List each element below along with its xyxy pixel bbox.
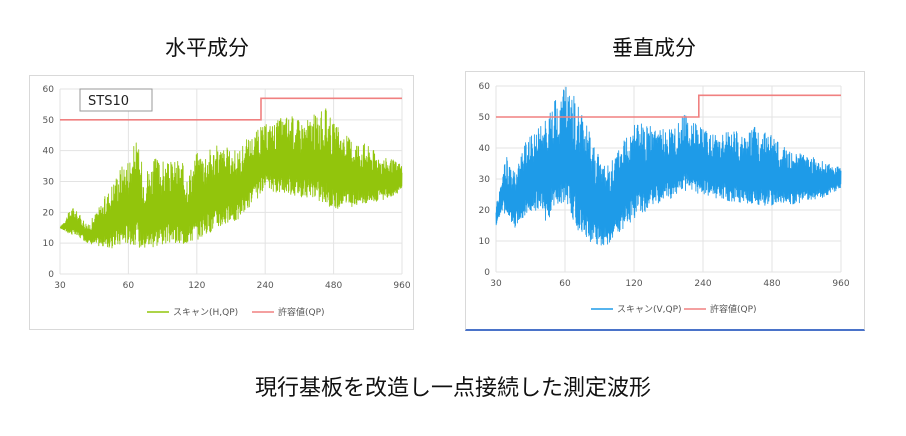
chart-horizontal: 0 10 20 30 40 50 60 30 60 120 240 480 960 STS10 スキャン(H… <box>43 85 411 318</box>
y-tick-label: 60 <box>43 85 55 95</box>
x-tick-label: 960 <box>832 279 849 289</box>
x-tick-label: 240 <box>694 279 711 289</box>
y-tick-label: 40 <box>43 147 55 157</box>
legend-label-limit: 許容値(QP) <box>278 306 325 318</box>
scan-series-line <box>59 108 403 249</box>
heading-horizontal: 水平成分 <box>165 36 249 60</box>
label-box-text: STS10 <box>88 94 129 109</box>
x-tick-label: 30 <box>54 281 66 291</box>
y-tick-label: 20 <box>43 208 55 218</box>
limit-series-line <box>60 97 402 121</box>
heading-vertical: 垂直成分 <box>612 36 696 60</box>
x-tick-label: 480 <box>325 281 342 291</box>
x-tick-label: 480 <box>763 279 780 289</box>
legend-label-scan: スキャン(H,QP) <box>173 308 238 318</box>
y-tick-label: 0 <box>484 268 490 278</box>
x-tick-label: 30 <box>490 279 502 289</box>
y-tick-label: 20 <box>479 206 491 216</box>
x-tick-label: 120 <box>625 279 642 289</box>
x-tick-label: 60 <box>559 279 571 289</box>
x-tick-label: 60 <box>123 281 135 291</box>
y-tick-label: 10 <box>43 239 55 249</box>
chart-vertical: 0 10 20 30 40 50 60 30 60 120 240 480 960 スキャン(V,QP) 許… <box>479 82 850 315</box>
x-tick-label: 120 <box>188 281 205 291</box>
scan-series-line <box>495 86 842 246</box>
chart-panel-vertical: 0 10 20 30 40 50 60 30 60 120 240 480 960 スキャン(V,QP) 許… <box>465 71 865 331</box>
figure-caption: 現行基板を改造し一点接続した測定波形 <box>254 376 651 401</box>
y-tick-label: 0 <box>48 270 54 280</box>
y-tick-label: 60 <box>479 82 491 92</box>
label-box <box>79 88 153 112</box>
y-tick-label: 30 <box>43 178 55 188</box>
y-tick-label: 30 <box>479 175 491 185</box>
legend-label-scan: スキャン(V,QP) <box>617 305 682 315</box>
chart-panel-horizontal: 0 10 20 30 40 50 60 30 60 120 240 480 960 STS10 スキャン(H… <box>29 75 414 330</box>
y-tick-label: 50 <box>43 116 55 126</box>
limit-series-line <box>496 94 841 118</box>
y-tick-label: 40 <box>479 144 491 154</box>
x-tick-label: 240 <box>257 281 274 291</box>
y-tick-label: 50 <box>479 113 491 123</box>
x-tick-label: 960 <box>393 281 410 291</box>
legend-label-limit: 許容値(QP) <box>710 303 757 315</box>
y-tick-label: 10 <box>479 237 491 247</box>
